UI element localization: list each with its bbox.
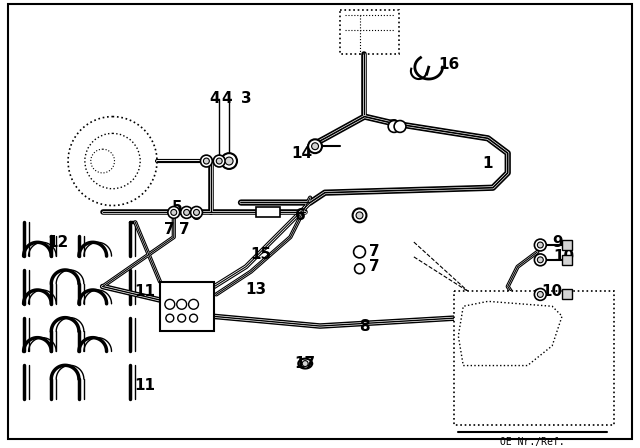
- Text: 2: 2: [388, 119, 399, 134]
- Circle shape: [221, 153, 237, 169]
- Circle shape: [189, 299, 198, 309]
- Text: 7: 7: [369, 259, 380, 274]
- Circle shape: [534, 239, 547, 251]
- Circle shape: [177, 299, 187, 309]
- Text: 6: 6: [295, 208, 306, 223]
- Text: 11: 11: [134, 378, 156, 393]
- Circle shape: [356, 212, 363, 219]
- Text: 4: 4: [221, 91, 232, 106]
- Text: 14: 14: [292, 146, 313, 161]
- Circle shape: [353, 246, 365, 258]
- Circle shape: [193, 210, 200, 215]
- Circle shape: [165, 299, 175, 309]
- Circle shape: [213, 155, 225, 167]
- Circle shape: [184, 210, 189, 215]
- Text: 7: 7: [369, 245, 380, 259]
- Text: 3: 3: [241, 91, 252, 106]
- Circle shape: [216, 158, 222, 164]
- Circle shape: [204, 158, 209, 164]
- Text: 9: 9: [552, 235, 563, 250]
- Circle shape: [180, 207, 193, 218]
- Circle shape: [538, 257, 543, 263]
- Circle shape: [166, 314, 174, 322]
- Circle shape: [200, 155, 212, 167]
- Bar: [160, 282, 214, 331]
- Text: 17: 17: [294, 356, 316, 371]
- Text: 7: 7: [179, 222, 190, 237]
- Text: 1: 1: [483, 155, 493, 171]
- Text: 15: 15: [250, 247, 271, 263]
- Circle shape: [302, 361, 308, 366]
- Circle shape: [355, 264, 364, 274]
- Circle shape: [538, 292, 543, 297]
- Circle shape: [388, 121, 400, 133]
- Circle shape: [534, 254, 547, 266]
- Bar: [562, 255, 572, 265]
- Circle shape: [191, 207, 202, 218]
- Circle shape: [189, 314, 198, 322]
- Circle shape: [308, 139, 322, 153]
- Circle shape: [171, 210, 177, 215]
- Text: 13: 13: [245, 282, 266, 297]
- Text: 4: 4: [209, 91, 220, 106]
- Circle shape: [538, 242, 543, 248]
- Text: 8: 8: [359, 319, 370, 334]
- Bar: [256, 207, 280, 217]
- Text: 10: 10: [541, 284, 563, 299]
- Circle shape: [168, 207, 180, 218]
- Text: 12: 12: [47, 235, 69, 250]
- Circle shape: [394, 121, 406, 133]
- Circle shape: [534, 289, 547, 300]
- Text: 5: 5: [172, 200, 182, 215]
- Text: 11: 11: [134, 284, 156, 299]
- Text: 16: 16: [438, 57, 459, 72]
- Text: 10: 10: [554, 250, 575, 264]
- Text: 6: 6: [191, 208, 202, 223]
- Circle shape: [353, 208, 367, 222]
- Text: OE Nr./Ref.: OE Nr./Ref.: [500, 437, 564, 447]
- Bar: [454, 292, 614, 425]
- Text: 7: 7: [164, 222, 174, 237]
- Circle shape: [178, 314, 186, 322]
- Bar: [562, 289, 572, 299]
- Bar: [562, 240, 572, 250]
- Circle shape: [312, 143, 319, 150]
- Circle shape: [225, 157, 233, 165]
